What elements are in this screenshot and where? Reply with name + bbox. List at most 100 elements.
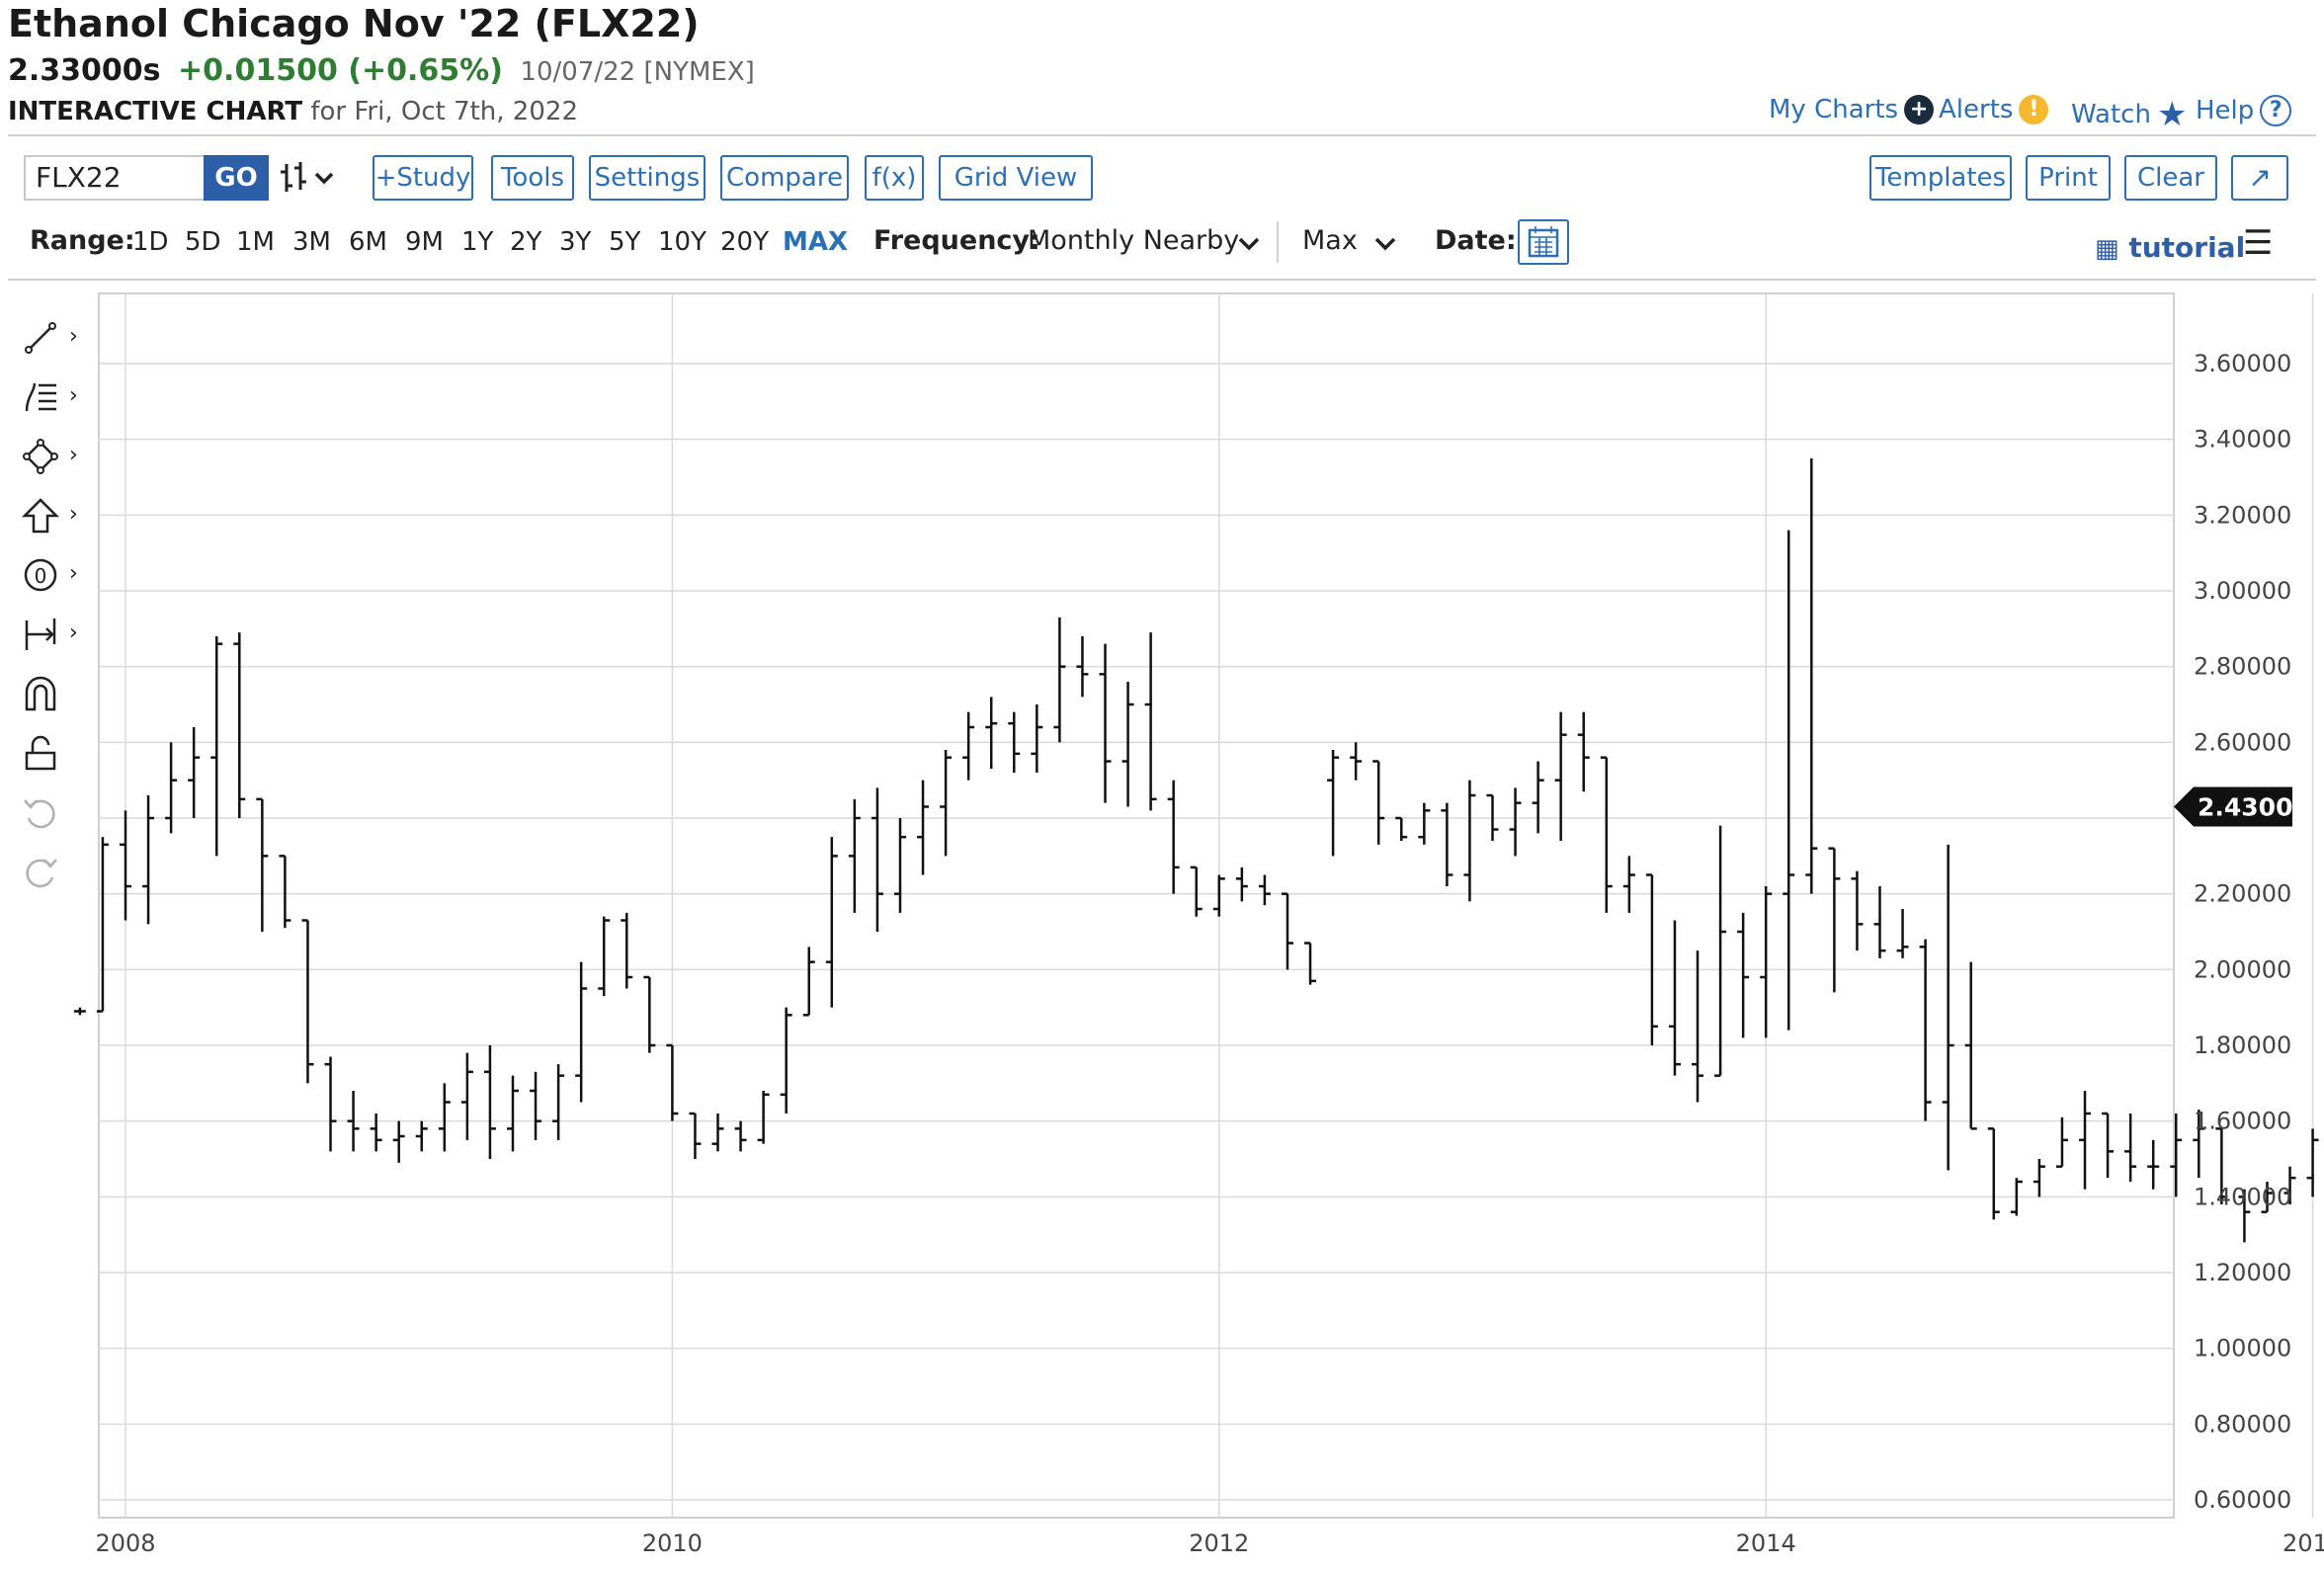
- ohlc-bar: [1577, 711, 1590, 792]
- ohlc-bar: [893, 818, 906, 913]
- ohlc-bar: [2033, 1159, 2045, 1197]
- redo-icon[interactable]: [20, 852, 61, 893]
- frequency-select[interactable]: Monthly Nearby: [1028, 225, 1240, 256]
- print-button[interactable]: Print: [2026, 155, 2111, 201]
- measure-icon[interactable]: [20, 615, 61, 656]
- alerts-link[interactable]: Alerts !: [1939, 95, 2049, 124]
- ohlc-bar: [1783, 530, 1795, 1031]
- ohlc-bar: [460, 1052, 473, 1140]
- ohlc-bar: [1760, 886, 1773, 1038]
- settings-button[interactable]: Settings: [589, 155, 706, 201]
- ohlc-bar: [279, 855, 291, 929]
- circle-zero-icon[interactable]: 0: [20, 555, 61, 597]
- grid-view-button[interactable]: Grid View: [939, 155, 1093, 201]
- ohlc-bar: [1600, 756, 1613, 913]
- range-3y[interactable]: 3Y: [559, 227, 592, 257]
- toolbar-divider: [8, 279, 2316, 281]
- range-1d[interactable]: 1D: [132, 227, 169, 257]
- ohlc-bar: [301, 919, 314, 1084]
- tool-expand-icon[interactable]: ›: [69, 383, 78, 408]
- ohlc-bar: [1942, 844, 1954, 1171]
- arrow-up-icon[interactable]: [20, 496, 61, 537]
- tool-expand-icon[interactable]: ›: [69, 324, 78, 349]
- shape-icon[interactable]: [20, 437, 61, 478]
- ohlc-bar: [757, 1091, 770, 1144]
- fib-list-icon[interactable]: [20, 377, 61, 419]
- date-label: Date:: [1435, 225, 1517, 256]
- ohlc-bar: [1053, 617, 1066, 743]
- compare-button[interactable]: Compare: [720, 155, 849, 201]
- hamburger-menu-icon[interactable]: ☰: [2243, 223, 2274, 263]
- ohlc-bar: [985, 697, 998, 770]
- clear-button[interactable]: Clear: [2124, 155, 2217, 201]
- ohlc-bar: [1121, 682, 1134, 807]
- line-draw-icon[interactable]: [20, 318, 61, 360]
- range-3m[interactable]: 3M: [292, 227, 331, 257]
- range-9m[interactable]: 9M: [405, 227, 444, 257]
- ohlc-bar: [2283, 1166, 2296, 1204]
- ohlc-bar-icon: [281, 162, 334, 192]
- star-icon: ★: [2156, 95, 2188, 134]
- ohlc-bar: [142, 795, 155, 925]
- ohlc-bar: [120, 810, 131, 921]
- range-2y[interactable]: 2Y: [510, 227, 542, 257]
- expand-button[interactable]: ↗: [2231, 155, 2288, 201]
- plus-circle-icon: +: [1904, 95, 1935, 124]
- ohlc-bar: [165, 742, 178, 834]
- ohlc-bar: [1395, 816, 1408, 841]
- ohlc-bar: [780, 1007, 792, 1114]
- date-picker-button[interactable]: [1518, 219, 1569, 265]
- range-10y[interactable]: 10Y: [658, 227, 706, 257]
- frequency-chevron-icon[interactable]: [1237, 235, 1261, 253]
- x-tick-label: 2014: [1736, 1529, 1796, 1557]
- ohlc-bar: [1622, 856, 1635, 913]
- ohlc-bar: [1281, 892, 1293, 970]
- ohlc-bar: [438, 1083, 451, 1152]
- y-tick-label: 1.80000: [2194, 1032, 2291, 1059]
- range-1m[interactable]: 1M: [236, 227, 275, 257]
- tool-expand-icon[interactable]: ›: [69, 502, 78, 527]
- ohlc-bar: [940, 750, 953, 857]
- ohlc-bar: [506, 1075, 519, 1152]
- help-link[interactable]: Help ?: [2196, 95, 2292, 126]
- bar-style-dropdown[interactable]: [279, 158, 342, 206]
- aggregation-chevron-icon[interactable]: [1373, 235, 1397, 253]
- ohlc-bar: [1212, 874, 1225, 917]
- x-tick-label: 2008: [95, 1529, 155, 1557]
- alerts-label: Alerts: [1939, 95, 2014, 124]
- ohlc-bar: [825, 837, 838, 1008]
- tutorial-link[interactable]: ▦ tutorial: [2095, 231, 2245, 264]
- range-5y[interactable]: 5Y: [609, 227, 641, 257]
- range-max[interactable]: MAX: [783, 227, 849, 257]
- range-20y[interactable]: 20Y: [720, 227, 769, 257]
- unlock-icon[interactable]: [20, 733, 61, 775]
- y-tick-label: 1.40000: [2194, 1183, 2291, 1210]
- tools-button[interactable]: Tools: [491, 155, 574, 201]
- function-button[interactable]: f(x): [865, 155, 924, 201]
- ohlc-bar: [2193, 1110, 2205, 1179]
- tool-expand-icon[interactable]: ›: [69, 620, 78, 645]
- magnet-icon[interactable]: [20, 674, 61, 715]
- watch-link[interactable]: Watch ★: [2071, 95, 2187, 134]
- y-tick-label: 0.80000: [2194, 1410, 2291, 1438]
- ohlc-bar: [621, 912, 633, 989]
- templates-button[interactable]: Templates: [1869, 155, 2012, 201]
- my-charts-link[interactable]: My Charts +: [1769, 95, 1935, 124]
- tool-expand-icon[interactable]: ›: [69, 561, 78, 586]
- study-button[interactable]: +Study: [373, 155, 473, 201]
- range-1y[interactable]: 1Y: [461, 227, 494, 257]
- ohlc-bar: [575, 961, 588, 1103]
- range-5d[interactable]: 5D: [185, 227, 221, 257]
- ohlc-bar: [2215, 1127, 2228, 1204]
- aggregation-select[interactable]: Max: [1302, 225, 1358, 256]
- undo-icon[interactable]: [20, 792, 61, 834]
- ohlc-bar: [848, 798, 861, 913]
- go-button[interactable]: GO: [204, 155, 269, 201]
- ohlc-bar: [1144, 632, 1157, 811]
- range-6m[interactable]: 6M: [349, 227, 387, 257]
- tool-expand-icon[interactable]: ›: [69, 443, 78, 467]
- expand-arrow-icon: ↗: [2248, 161, 2272, 194]
- frequency-label: Frequency:: [873, 225, 1040, 256]
- y-tick-label: 3.40000: [2194, 426, 2291, 454]
